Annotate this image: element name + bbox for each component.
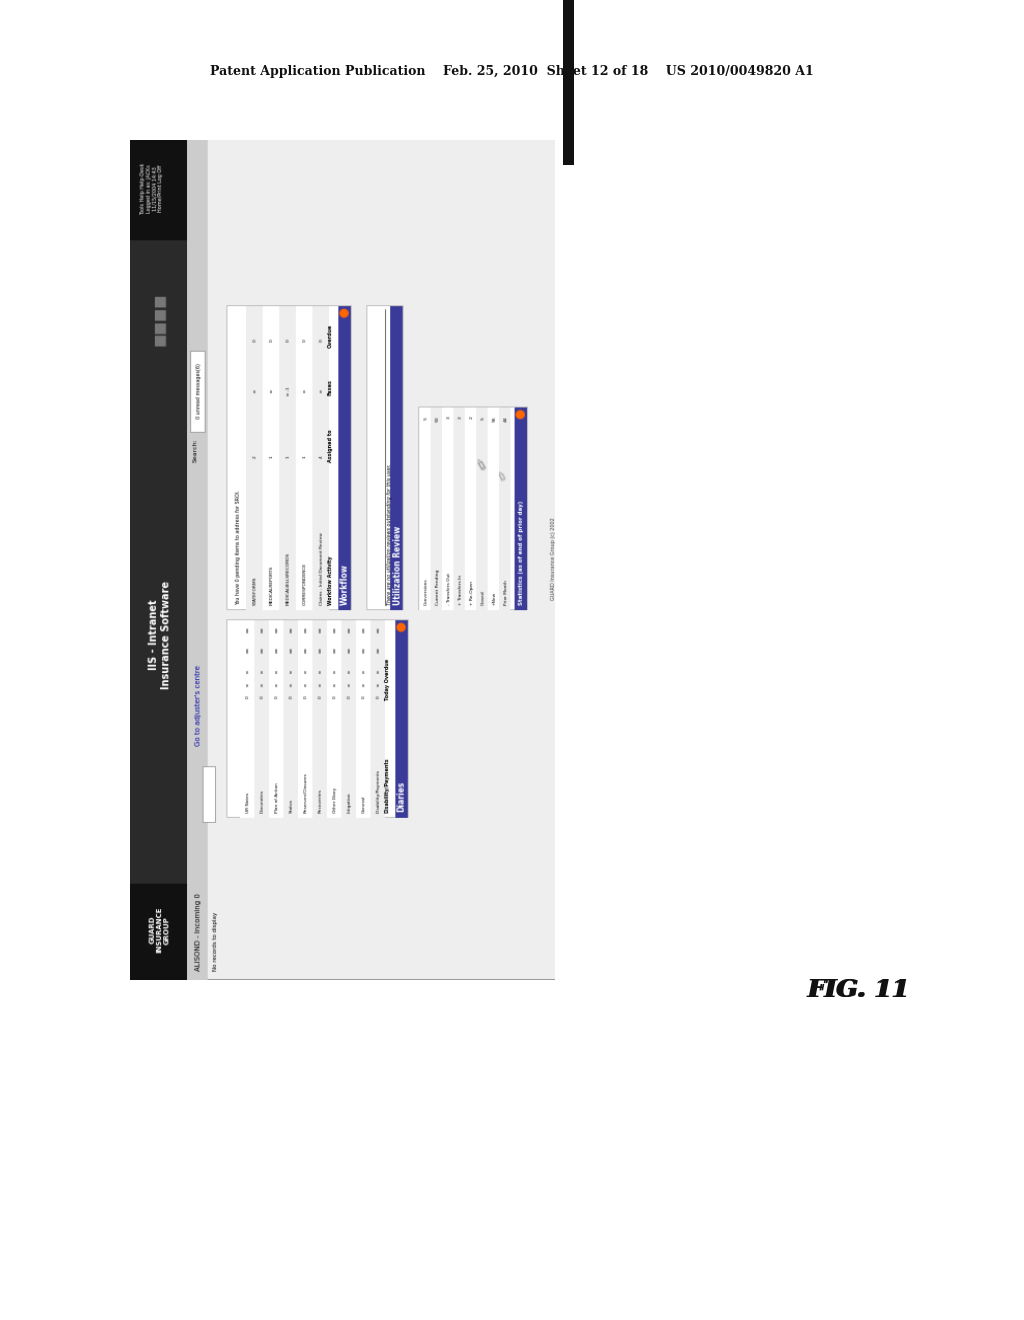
Bar <box>563 0 574 165</box>
Text: FIG. 11: FIG. 11 <box>807 978 909 1002</box>
Text: FIG. 11: FIG. 11 <box>809 978 911 1002</box>
Text: Patent Application Publication    Feb. 25, 2010  Sheet 12 of 18    US 2010/00498: Patent Application Publication Feb. 25, … <box>210 66 814 78</box>
